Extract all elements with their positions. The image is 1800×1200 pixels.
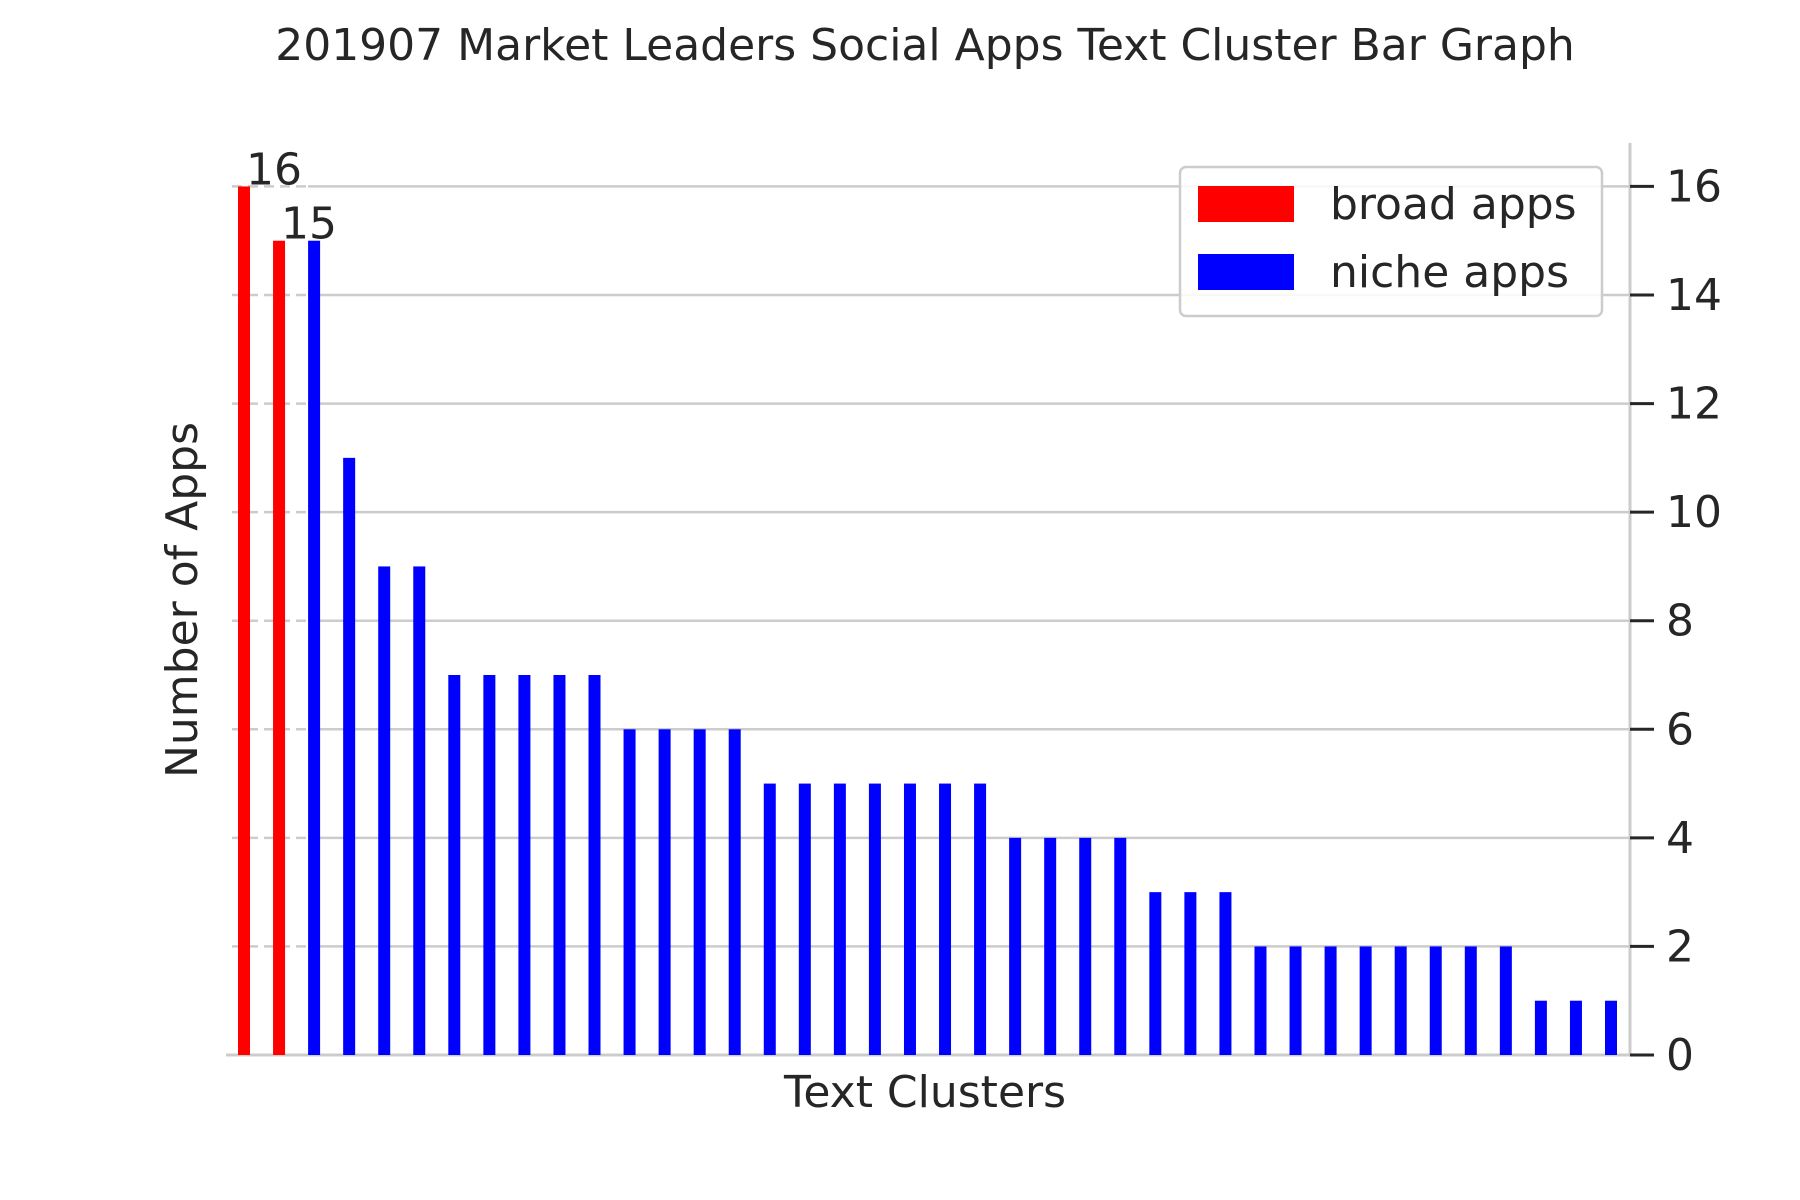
- bar: [1009, 837, 1022, 1055]
- x-axis-label: Text Clusters: [783, 1067, 1066, 1118]
- y-tick-label: 16: [1666, 161, 1722, 212]
- bar: [833, 783, 846, 1055]
- bar: [448, 675, 461, 1055]
- bar: [1499, 946, 1512, 1055]
- y-tick-label: 10: [1666, 487, 1722, 538]
- bar: [939, 783, 952, 1055]
- legend-swatch-broad-apps: [1198, 186, 1294, 222]
- bar: [308, 240, 321, 1055]
- y-tick-label: 8: [1666, 596, 1694, 647]
- y-tick-label: 12: [1666, 379, 1722, 430]
- bar: [1534, 1000, 1547, 1055]
- bar: [1149, 892, 1162, 1055]
- bar-value-label: 16: [246, 144, 302, 195]
- bar: [763, 783, 776, 1055]
- y-axis-ticks: 0 2 4 6 8 10 12 14 16: [1630, 161, 1722, 1081]
- bar: [868, 783, 881, 1055]
- bar: [1219, 892, 1232, 1055]
- chart-title: 201907 Market Leaders Social Apps Text C…: [275, 20, 1575, 71]
- bar: [1114, 837, 1127, 1055]
- bar: [1394, 946, 1407, 1055]
- legend-label-niche-apps: niche apps: [1330, 247, 1569, 298]
- legend-label-broad-apps: broad apps: [1330, 179, 1577, 230]
- y-tick-label: 2: [1666, 921, 1694, 972]
- bar: [1184, 892, 1197, 1055]
- bar: [238, 186, 250, 1055]
- bar: [623, 729, 636, 1055]
- bar: [728, 729, 741, 1055]
- bar: [483, 675, 496, 1055]
- bar: [1464, 946, 1477, 1055]
- bar: [1324, 946, 1337, 1055]
- y-tick-label: 14: [1666, 270, 1722, 321]
- bar: [273, 240, 286, 1055]
- bar: [378, 566, 391, 1055]
- legend-swatch-niche-apps: [1198, 254, 1294, 290]
- bar: [588, 675, 601, 1055]
- bar: [1569, 1000, 1582, 1055]
- bar: [903, 783, 916, 1055]
- bar: [343, 457, 356, 1055]
- bar: [518, 675, 531, 1055]
- bar: [1079, 837, 1092, 1055]
- y-tick-label: 4: [1666, 813, 1694, 864]
- y-axis-label: Number of Apps: [157, 422, 208, 778]
- y-tick-label: 6: [1666, 704, 1694, 755]
- bar: [553, 675, 566, 1055]
- bar: [1429, 946, 1442, 1055]
- bar: [798, 783, 811, 1055]
- bar: [1359, 946, 1372, 1055]
- bar: [1605, 1000, 1617, 1055]
- legend: broad apps niche apps: [1178, 165, 1604, 318]
- bar: [693, 729, 706, 1055]
- bars: [238, 186, 1617, 1055]
- bar: [974, 783, 987, 1055]
- y-tick-label: 0: [1666, 1030, 1694, 1081]
- bar: [658, 729, 671, 1055]
- bar: [1289, 946, 1302, 1055]
- bar-value-label: 15: [281, 199, 337, 250]
- bar: [1254, 946, 1267, 1055]
- bar: [1044, 837, 1057, 1055]
- bar: [413, 566, 426, 1055]
